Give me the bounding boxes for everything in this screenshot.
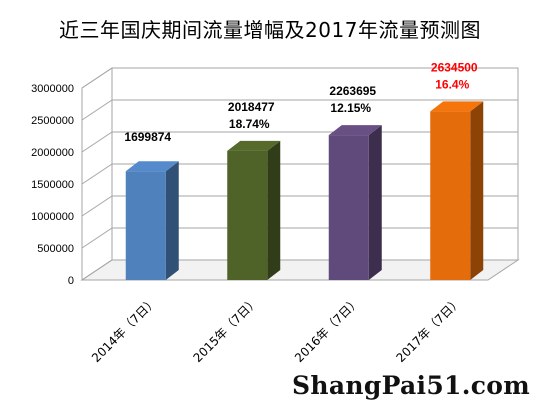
y-tick-label: 500000 — [37, 243, 74, 255]
gridline — [81, 195, 518, 217]
growth-label: 18.74% — [229, 117, 270, 131]
bar — [227, 140, 281, 280]
y-tick-label: 3000000 — [31, 83, 74, 95]
y-tick-label: 0 — [68, 275, 74, 287]
bar-side — [368, 125, 382, 280]
bar-front — [125, 171, 166, 280]
bar-front — [430, 111, 471, 280]
x-tick-label: 2016年（7日） — [292, 294, 363, 365]
gridlines — [81, 67, 518, 281]
bar-side — [165, 161, 179, 280]
bar-top — [125, 161, 179, 172]
data-labels: 1699874 2018477 18.74% 2263695 12.15% 2634500… — [124, 60, 478, 144]
growth-label: 16.4% — [435, 77, 469, 91]
bar — [328, 125, 382, 280]
gridline — [81, 99, 518, 121]
y-tick-label: 2000000 — [31, 147, 74, 159]
growth-label: 12.15% — [330, 101, 371, 115]
x-tick-label: 2014年（7日） — [89, 294, 160, 365]
bar-top — [227, 140, 281, 151]
x-axis-ticks: 2014年（7日） 2015年（7日） 2016年（7日） 2017年（7日） — [89, 294, 464, 365]
gridline — [81, 67, 518, 89]
bar — [430, 101, 484, 280]
bar — [125, 161, 179, 280]
gridline — [81, 131, 518, 153]
bars — [125, 101, 484, 280]
bar-top — [430, 101, 484, 112]
value-label: 2018477 — [228, 100, 275, 114]
value-label: 2263695 — [329, 84, 376, 98]
gridline — [81, 259, 518, 281]
x-tick-label: 2015年（7日） — [191, 294, 262, 365]
watermark-text: ShangPai51.com — [292, 371, 530, 400]
y-axis-ticks: 0 500000 1000000 1500000 2000000 2500000 30000… — [31, 83, 74, 287]
bar-side — [267, 140, 281, 280]
gridline — [81, 227, 518, 249]
x-tick-label: 2017年（7日） — [394, 294, 465, 365]
value-label: 1699874 — [124, 130, 171, 144]
y-tick-label: 2500000 — [31, 115, 74, 127]
bar-top — [328, 125, 382, 136]
bar-side — [470, 101, 484, 280]
value-label: 2634500 — [431, 60, 478, 74]
y-tick-label: 1000000 — [31, 211, 74, 223]
y-tick-label: 1500000 — [31, 179, 74, 191]
gridline — [81, 163, 518, 185]
bar-front — [328, 135, 369, 280]
bar-front — [227, 150, 268, 280]
chart-title: 近三年国庆期间流量增幅及2017年流量预测图 — [59, 18, 481, 42]
